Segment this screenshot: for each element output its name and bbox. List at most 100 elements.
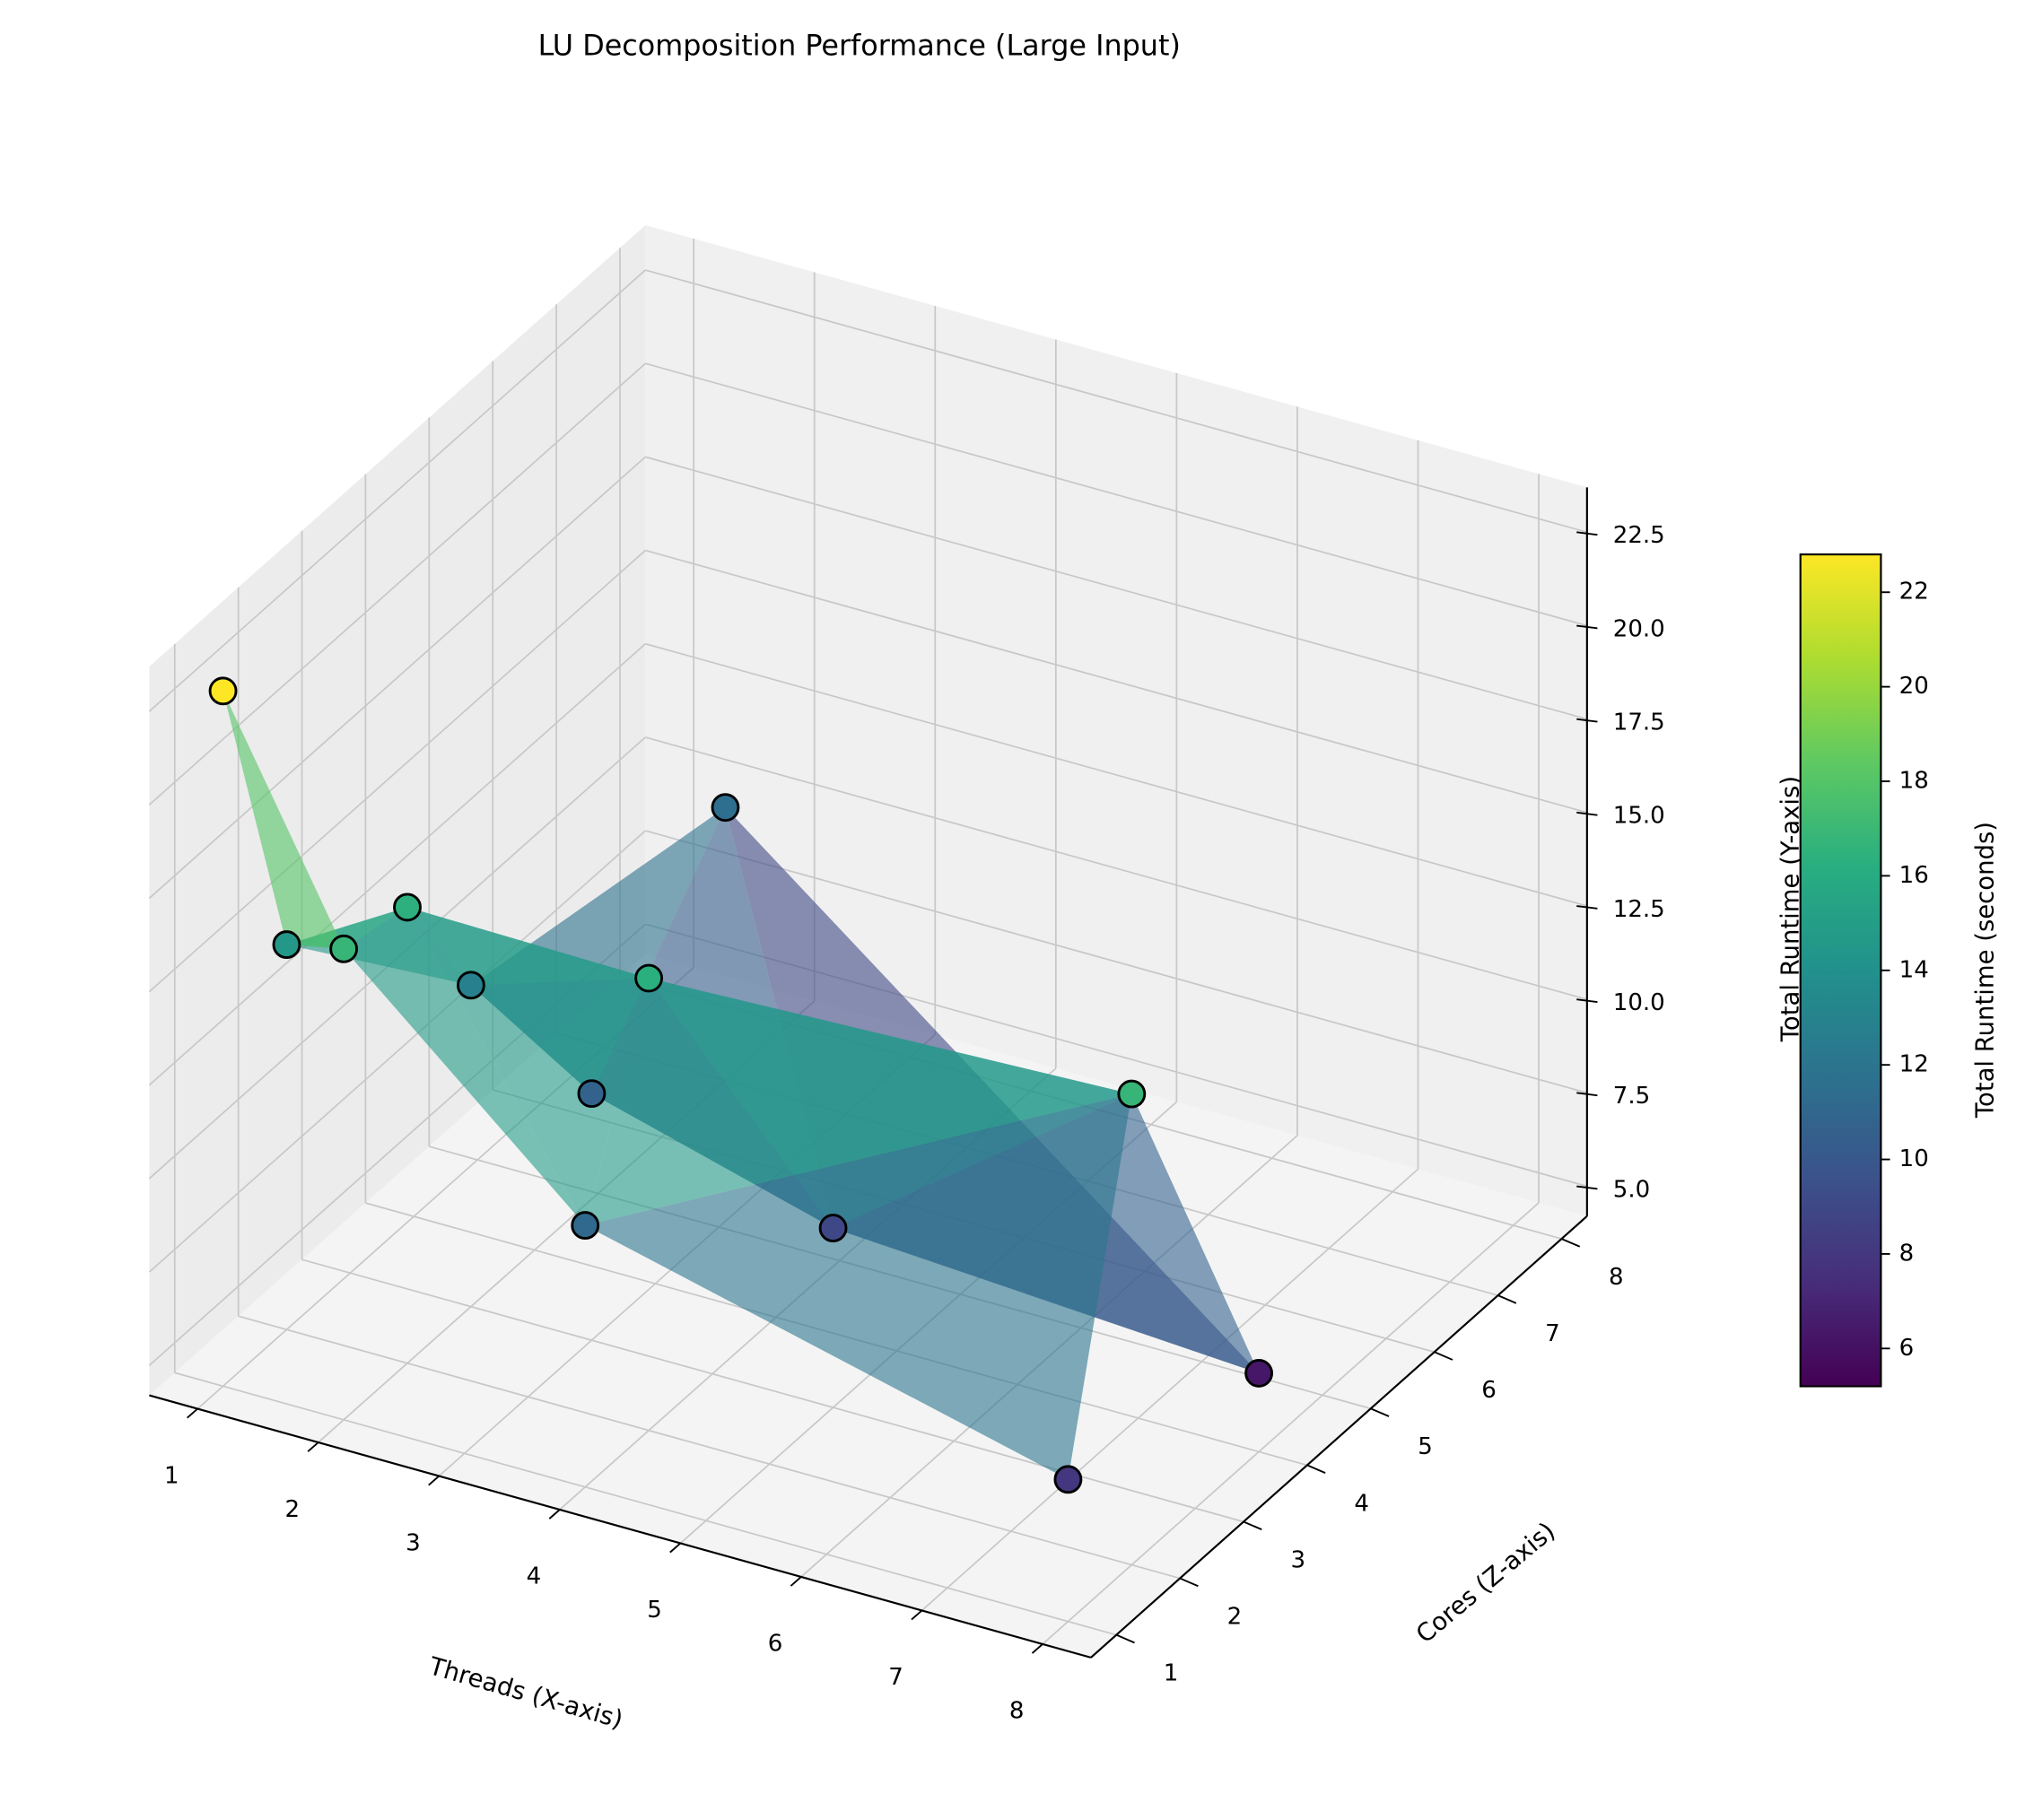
y-axis-label: Cores (Z-axis) <box>1410 1517 1560 1650</box>
z-tick <box>1576 1092 1598 1097</box>
point <box>208 676 238 706</box>
grid-line <box>645 642 1588 907</box>
z-tick-label: 22.5 <box>1613 522 1665 549</box>
left-pane <box>149 225 646 1396</box>
z-tick-label: 10.0 <box>1613 989 1665 1016</box>
y-tick-label: 3 <box>1291 1546 1306 1573</box>
x-tick-label: 8 <box>1009 1698 1025 1725</box>
z-tick <box>1576 718 1598 723</box>
y-tick-label: 7 <box>1545 1320 1560 1347</box>
grid-line <box>238 1315 1181 1580</box>
axis-line <box>149 1394 1092 1659</box>
point <box>1053 1465 1083 1494</box>
y-tick-label: 1 <box>1164 1660 1179 1687</box>
colorbar-label: Total Runtime (seconds) <box>1971 822 2000 1119</box>
grid-line <box>645 269 1588 534</box>
colorbar-tick-label: 22 <box>1899 579 1929 605</box>
axis-line <box>1090 1215 1588 1659</box>
x-tick <box>669 1542 682 1554</box>
point <box>393 893 422 922</box>
point <box>329 934 359 963</box>
grid-line <box>148 830 646 1273</box>
y-tick <box>1561 1238 1581 1248</box>
point <box>1244 1359 1274 1388</box>
y-tick <box>1434 1351 1453 1361</box>
z-tick <box>1576 811 1598 816</box>
x-tick <box>911 1609 923 1621</box>
x-tick-label: 5 <box>647 1597 662 1624</box>
colorbar-tick-label: 14 <box>1899 956 1929 983</box>
z-tick-label: 12.5 <box>1613 896 1665 923</box>
colorbar-tick-label: 20 <box>1899 673 1929 700</box>
grid-line <box>645 736 1588 1001</box>
x-tick-label: 1 <box>164 1462 179 1489</box>
colorbar-tick-label: 12 <box>1899 1051 1929 1078</box>
y-tick-label: 4 <box>1354 1490 1369 1517</box>
x-tick <box>307 1441 319 1452</box>
x-tick-label: 4 <box>527 1563 542 1590</box>
z-tick <box>1576 624 1598 630</box>
y-tick-label: 5 <box>1418 1433 1433 1460</box>
grid-line <box>645 456 1588 720</box>
point <box>577 1079 607 1109</box>
x-tick-label: 3 <box>406 1529 421 1556</box>
point <box>1117 1079 1147 1109</box>
z-tick <box>1576 1185 1598 1190</box>
x-tick <box>428 1475 440 1486</box>
z-tick-label: 20.0 <box>1613 615 1665 642</box>
y-tick <box>1179 1577 1199 1588</box>
colorbar-tick-label: 6 <box>1899 1335 1915 1362</box>
point <box>634 963 664 993</box>
z-tick-label: 17.5 <box>1613 710 1665 736</box>
surface-triangle <box>585 1093 1132 1480</box>
y-tick <box>1306 1464 1326 1474</box>
x-tick-label: 6 <box>768 1631 783 1658</box>
point <box>456 971 485 1000</box>
grid-line <box>148 456 646 900</box>
z-tick <box>1576 905 1598 910</box>
z-tick-label: 15.0 <box>1613 803 1665 830</box>
point <box>272 930 301 960</box>
chart-title: LU Decomposition Performance (Large Inpu… <box>538 28 1181 62</box>
x-tick <box>548 1509 561 1520</box>
x-axis-label: Threads (X-axis) <box>425 1651 626 1734</box>
y-tick-label: 6 <box>1481 1377 1497 1404</box>
x-tick <box>790 1576 802 1587</box>
grid-line <box>148 362 646 806</box>
point <box>711 793 740 823</box>
grid-line <box>301 1258 1244 1523</box>
grid-line <box>645 362 1588 627</box>
colorbar-tick-label: 18 <box>1899 768 1929 795</box>
x-tick <box>187 1407 198 1419</box>
point <box>818 1214 848 1242</box>
point <box>571 1211 600 1241</box>
y-tick <box>1115 1633 1135 1644</box>
y-tick-label: 2 <box>1227 1603 1243 1630</box>
z-tick-label: 7.5 <box>1613 1083 1650 1110</box>
grid-line <box>148 549 646 993</box>
y-tick <box>1497 1294 1517 1304</box>
y-tick <box>1370 1407 1390 1417</box>
grid-line <box>1042 1202 1540 1645</box>
colorbar-tick-label: 16 <box>1899 862 1929 889</box>
z-tick-label: 5.0 <box>1613 1176 1650 1203</box>
colorbar <box>1799 553 1882 1388</box>
grid-line <box>645 830 1588 1094</box>
x-tick-label: 2 <box>285 1496 301 1523</box>
surface-triangle <box>344 907 586 1226</box>
back-pane <box>645 225 1587 1216</box>
colorbar-tick-label: 8 <box>1899 1240 1915 1267</box>
z-tick <box>1576 998 1598 1004</box>
grid-line <box>645 549 1588 814</box>
grid-line <box>148 269 646 712</box>
grid-line <box>921 1168 1419 1612</box>
x-tick-label: 7 <box>888 1664 903 1691</box>
x-tick <box>1031 1643 1043 1654</box>
y-tick-label: 8 <box>1609 1264 1624 1291</box>
surface-triangle <box>585 978 1132 1226</box>
z-tick <box>1576 531 1598 536</box>
grid-line <box>148 643 646 1086</box>
colorbar-tick-label: 10 <box>1899 1145 1929 1172</box>
grid-line <box>174 1372 1117 1636</box>
